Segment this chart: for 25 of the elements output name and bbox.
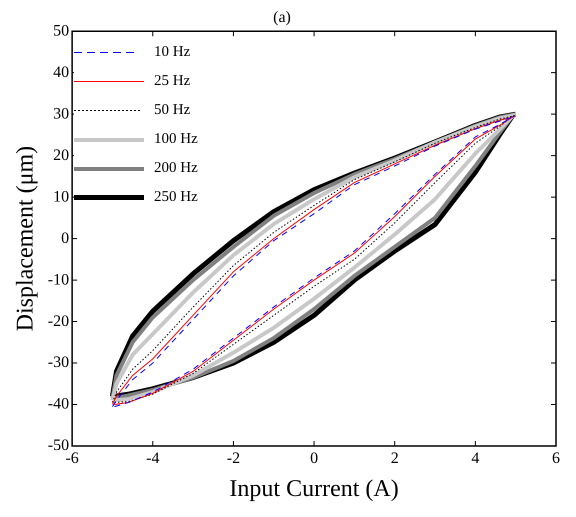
legend-label: 25 Hz <box>154 73 190 90</box>
legend-label: 200 Hz <box>154 160 198 177</box>
legend-label: 100 Hz <box>154 131 198 148</box>
legend-label: 50 Hz <box>154 102 190 119</box>
x-axis-title: Input Current (A) <box>229 476 399 502</box>
y-tick-label: 20 <box>53 146 70 164</box>
y-tick-label: 30 <box>53 105 70 122</box>
y-tick-label: -30 <box>48 354 70 372</box>
x-tick-label: -2 <box>226 450 240 467</box>
y-tick-label: 0 <box>61 230 70 247</box>
x-tick-label: 6 <box>552 450 560 467</box>
x-tick-label: 4 <box>471 450 480 467</box>
x-tick-label: 2 <box>390 450 399 467</box>
legend-label: 10 Hz <box>154 44 190 61</box>
y-tick-label: 50 <box>53 22 70 40</box>
y-axis-title: Displacement (μm) <box>12 146 39 332</box>
chart-title: (a) <box>273 8 291 26</box>
y-tick-label: -20 <box>48 312 70 330</box>
y-tick-label: 10 <box>53 188 70 206</box>
y-tick-label: -10 <box>48 271 70 288</box>
legend-label: 250 Hz <box>154 189 198 206</box>
y-tick-label: -40 <box>48 396 70 413</box>
x-tick-label: -4 <box>146 450 160 467</box>
x-tick-label: 0 <box>310 450 318 467</box>
y-tick-label: 40 <box>53 64 70 81</box>
